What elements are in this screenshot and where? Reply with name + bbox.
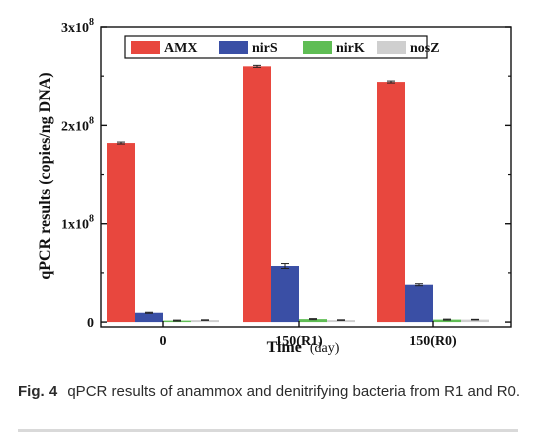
bar-nirS-1 [271, 266, 299, 323]
legend-label-nosZ: nosZ [410, 41, 440, 56]
x-tick-label-1: 150(R1) [275, 334, 323, 349]
bar-AMX-1 [243, 66, 271, 323]
bar-nosZ-2 [461, 319, 489, 323]
y-axis-title: qPCR results (copies/ng DNA) [37, 72, 54, 279]
y-tick-label-2: 2x108 [61, 115, 94, 134]
bar-nirK-1 [299, 319, 327, 323]
x-axis-title-main: Time [267, 339, 302, 356]
legend-box [124, 35, 428, 59]
bars-group [107, 66, 489, 323]
legend-swatch-nirK [303, 41, 332, 54]
figure-caption: Fig. 4 qPCR results of anammox and denit… [18, 381, 523, 402]
y-tick-label-0: 0 [87, 316, 94, 331]
bar-nirK-2 [433, 319, 461, 323]
legend-swatch-nirS [219, 41, 248, 54]
y-axis: 0 1x108 2x108 3x108 [61, 17, 511, 331]
figure-label: Fig. 4 [18, 383, 58, 400]
caption-text: qPCR results of anammox and denitrifying… [67, 383, 521, 400]
y-tick-label-3: 3x108 [61, 17, 94, 36]
legend: AMX nirS nirK nosZ [124, 35, 440, 59]
legend-swatch-nosZ [377, 41, 406, 54]
bar-nosZ-0 [191, 320, 219, 323]
legend-label-AMX: AMX [164, 41, 197, 56]
x-axis: 0 150(R1) 150(R0) [160, 321, 457, 349]
y-tick-exponent-3: 8 [89, 17, 94, 28]
legend-label-nirS: nirS [252, 41, 278, 56]
bar-nirS-0 [135, 312, 163, 323]
x-axis-title-unit: (day) [310, 341, 340, 356]
x-tick-label-0: 0 [160, 334, 167, 349]
caption-divider [18, 429, 518, 432]
bar-AMX-0 [107, 143, 135, 323]
y-tick-label-1: 1x108 [61, 214, 94, 233]
bar-AMX-2 [377, 82, 405, 323]
x-tick-label-2: 150(R0) [409, 334, 457, 349]
x-axis-title: Time (day) [267, 339, 340, 356]
legend-swatch-AMX [131, 41, 160, 54]
plot-frame [100, 26, 512, 328]
y-tick-exponent-2: 8 [89, 115, 94, 126]
y-tick-exponent-1: 8 [89, 214, 94, 225]
legend-label-nirK: nirK [336, 41, 365, 56]
error-bars-group [117, 64, 479, 322]
bar-chart: 0 1x108 2x108 3x108 0 150(R1) 150(R0) AMX nirS… [37, 17, 512, 356]
bar-nosZ-1 [327, 320, 355, 323]
bar-nirS-2 [405, 284, 433, 323]
